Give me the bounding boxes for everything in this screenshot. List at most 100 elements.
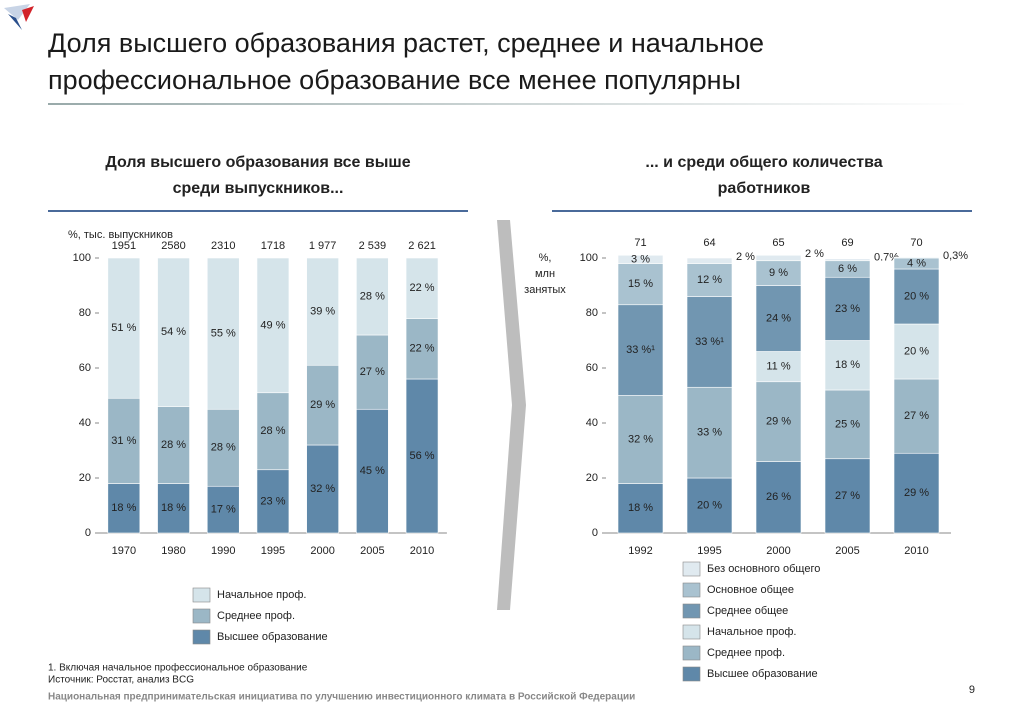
y-tick-label: 80 xyxy=(79,307,91,319)
total-label: 64 xyxy=(703,237,715,249)
legend-swatch xyxy=(682,666,701,682)
value-label: 0,3% xyxy=(943,250,968,262)
y-tick-label: 0 xyxy=(592,527,598,539)
value-label: 32 % xyxy=(628,433,653,445)
value-label: 28 % xyxy=(360,290,385,302)
value-label: 26 % xyxy=(766,491,791,503)
bar-segment xyxy=(256,469,290,534)
bar-segment xyxy=(755,381,802,462)
total-label: 71 xyxy=(634,237,646,249)
y-tick-label: 20 xyxy=(79,472,91,484)
value-label: 25 % xyxy=(835,418,860,430)
total-label: 1718 xyxy=(261,240,285,252)
bar-segment xyxy=(617,395,664,484)
bar-segment xyxy=(405,378,439,534)
bar-segment xyxy=(893,323,940,380)
value-label: 3 % xyxy=(631,253,650,265)
x-tick-label: 2010 xyxy=(410,545,434,557)
chart-title: Доля высшего образования все выше xyxy=(105,154,410,171)
legend-label: Начальное проф. xyxy=(707,626,796,638)
x-tick-label: 1980 xyxy=(161,545,185,557)
total-label: 1951 xyxy=(112,240,136,252)
value-label: 28 % xyxy=(161,439,186,451)
rule xyxy=(48,210,468,212)
chart-title: среди выпускников... xyxy=(173,180,344,197)
logo xyxy=(4,4,34,30)
value-label: 0.7% xyxy=(874,252,899,264)
bar-segment xyxy=(617,304,664,396)
title-line: Доля высшего образования растет, среднее… xyxy=(48,28,764,58)
bar-segment xyxy=(356,408,389,534)
bar-segment xyxy=(206,485,240,534)
x-tick-label: 1995 xyxy=(697,545,721,557)
value-label: 56 % xyxy=(410,450,435,462)
legend-label: Начальное проф. xyxy=(217,589,306,601)
bar-segment xyxy=(893,378,940,454)
bar-segment xyxy=(356,334,389,410)
y-axis-label: занятых xyxy=(524,284,566,296)
total-label: 2580 xyxy=(161,240,185,252)
value-label: 33 %¹ xyxy=(695,336,724,348)
bar-segment xyxy=(306,257,339,366)
value-label: 23 % xyxy=(260,495,285,507)
y-tick-label: 40 xyxy=(586,417,598,429)
bar-segment xyxy=(157,406,190,484)
total-label: 65 xyxy=(772,237,784,249)
chart-title: работников xyxy=(718,180,811,197)
legend-label: Без основного общего xyxy=(707,563,820,575)
value-label: 11 % xyxy=(766,361,790,373)
legend-label: Высшее образование xyxy=(707,668,818,680)
x-tick-label: 1990 xyxy=(211,545,235,557)
bar-segment xyxy=(306,364,339,446)
bar-segment xyxy=(617,254,664,264)
value-label: 49 % xyxy=(260,319,285,331)
value-label: 20 % xyxy=(697,499,722,511)
bar-segment xyxy=(686,257,733,264)
bar-segment xyxy=(893,256,940,259)
value-label: 27 % xyxy=(360,366,385,378)
value-label: 24 % xyxy=(766,312,791,324)
footnote: 1. Включая начальное профессиональное об… xyxy=(48,662,308,674)
y-axis-label: %, xyxy=(539,252,552,264)
bar-segment xyxy=(824,258,871,262)
value-label: 28 % xyxy=(260,425,285,437)
value-label: 29 % xyxy=(310,399,335,411)
x-tick-label: 2005 xyxy=(360,545,384,557)
bar-segment xyxy=(686,386,733,479)
bar-segment xyxy=(206,408,240,487)
bar-segment xyxy=(107,257,141,399)
x-tick-label: 2000 xyxy=(766,545,790,557)
bar-segment xyxy=(755,260,802,286)
total-label: 69 xyxy=(841,237,853,249)
bar-segment xyxy=(686,477,733,534)
bar-segment xyxy=(206,257,240,410)
bar-segment xyxy=(824,458,871,534)
total-label: 2 621 xyxy=(408,240,436,252)
bar-segment xyxy=(755,461,802,534)
value-label: 39 % xyxy=(310,306,335,318)
value-label: 22 % xyxy=(410,343,435,355)
value-label: 2 % xyxy=(736,251,755,263)
bar-segment xyxy=(107,483,141,534)
value-label: 29 % xyxy=(904,487,929,499)
y-tick-label: 80 xyxy=(586,307,598,319)
value-label: 23 % xyxy=(835,303,860,315)
source: Источник: Росстат, анализ BCG xyxy=(48,675,194,686)
arrow xyxy=(497,220,526,610)
y-axis-label: млн xyxy=(535,268,555,280)
value-label: 15 % xyxy=(628,278,653,290)
value-label: 32 % xyxy=(310,483,335,495)
bar-segment xyxy=(755,351,802,383)
value-label: 2 % xyxy=(805,248,824,260)
value-label: 27 % xyxy=(904,410,929,422)
bar-segment xyxy=(686,296,733,388)
bar-segment xyxy=(256,392,290,471)
page-number: 9 xyxy=(969,684,975,696)
value-label: 54 % xyxy=(161,326,186,338)
value-label: 20 % xyxy=(904,290,929,302)
bar-segment xyxy=(824,276,871,341)
bar-segment xyxy=(405,318,439,380)
value-label: 55 % xyxy=(211,328,236,340)
value-label: 18 % xyxy=(835,359,860,371)
